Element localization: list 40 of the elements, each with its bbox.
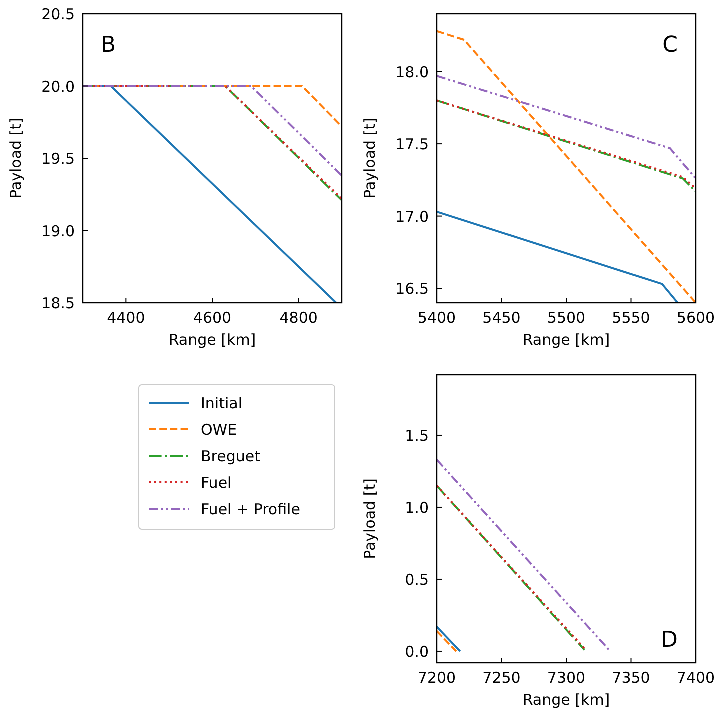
y-tick-label: 16.5 bbox=[396, 280, 429, 298]
y-tick-label: 0.0 bbox=[405, 642, 429, 661]
x-tick-label: 4400 bbox=[107, 309, 146, 327]
x-tick-label: 4600 bbox=[193, 309, 232, 327]
annotation: C bbox=[662, 33, 678, 58]
x-tick-label: 7200 bbox=[418, 669, 456, 687]
y-tick-label: 19.0 bbox=[42, 222, 75, 240]
y-tick-label: 20.5 bbox=[42, 6, 75, 24]
y-axis-title: Payload [t] bbox=[361, 118, 379, 199]
y-tick-label: 1.0 bbox=[405, 498, 429, 517]
legend-label: OWE bbox=[201, 421, 238, 439]
x-tick-label: 4800 bbox=[280, 309, 318, 327]
x-tick-label: 5400 bbox=[418, 309, 456, 327]
y-tick-label: 17.5 bbox=[396, 136, 429, 154]
x-tick-label: 5450 bbox=[482, 309, 521, 327]
legend-label: Fuel + Profile bbox=[201, 500, 300, 518]
y-axis-title: Payload [t] bbox=[7, 118, 25, 199]
x-tick-label: 7250 bbox=[482, 669, 521, 687]
x-tick-label: 5550 bbox=[612, 309, 650, 327]
x-axis-title: Range [km] bbox=[522, 331, 610, 349]
y-axis-title: Payload [t] bbox=[361, 478, 379, 560]
x-tick-label: 7400 bbox=[676, 669, 716, 687]
y-tick-label: 19.5 bbox=[42, 150, 75, 168]
x-tick-label: 5500 bbox=[547, 309, 586, 327]
legend-label: Initial bbox=[201, 394, 243, 412]
legend-label: Fuel bbox=[201, 474, 232, 492]
legend-label: Breguet bbox=[201, 448, 261, 466]
y-tick-label: 0.5 bbox=[405, 570, 429, 589]
y-tick-label: 18.5 bbox=[42, 294, 75, 312]
annotation: D bbox=[661, 628, 678, 653]
y-tick-label: 18.0 bbox=[396, 63, 429, 82]
x-tick-label: 7350 bbox=[612, 669, 650, 687]
y-tick-label: 17.0 bbox=[396, 208, 429, 226]
annotation: B bbox=[101, 33, 116, 58]
x-tick-label: 7300 bbox=[547, 669, 586, 687]
y-tick-label: 20.0 bbox=[42, 78, 75, 96]
x-axis-title: Range [km] bbox=[522, 691, 610, 709]
x-axis-title: Range [km] bbox=[168, 331, 256, 349]
y-tick-label: 1.5 bbox=[405, 426, 429, 445]
x-tick-label: 5600 bbox=[676, 309, 716, 327]
